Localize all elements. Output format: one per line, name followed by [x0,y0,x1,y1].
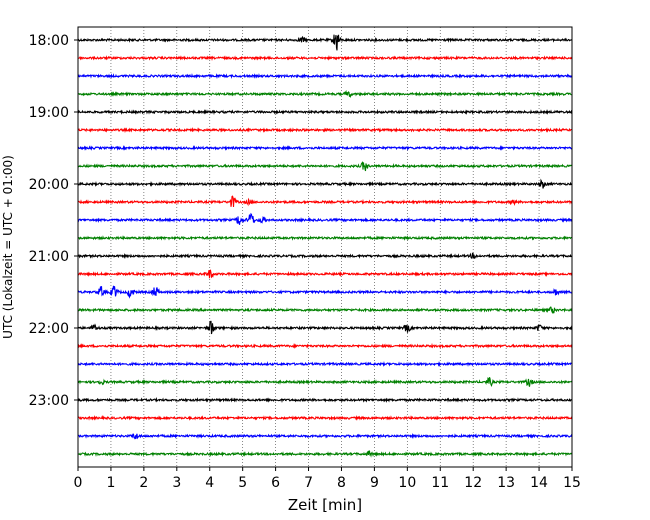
plot-background [78,27,572,467]
trace-row [77,73,573,80]
trace-lines [77,34,573,458]
x-tick-label: 8 [337,475,346,491]
trace-row [77,342,573,350]
trace-row [77,178,573,189]
trace-row [77,396,573,403]
x-tick-label: 0 [74,475,83,491]
trace-row [77,377,573,387]
trace-row [77,126,573,134]
trace-row [77,450,573,458]
plot-frame [77,26,573,468]
trace-row [77,55,573,61]
trace-row [77,269,573,279]
y-axis-label: UTC (Lokalzeit = UTC + 01:00) [1,155,15,339]
trace-row [77,414,573,421]
x-tick-label: 10 [398,475,416,491]
trace-row [77,108,573,116]
x-tick-label: 9 [370,475,379,491]
x-tick-label: 12 [464,475,482,491]
trace-row [77,320,573,335]
y-tick-label: 18:00 [29,33,69,49]
x-tick-label: 11 [431,475,449,491]
x-tick-label: 6 [271,475,280,491]
trace-row [77,34,573,51]
trace-row [77,360,573,368]
y-tick-label: 21:00 [29,249,69,265]
trace-row [77,161,573,172]
x-tick-label: 13 [497,475,515,491]
y-axis: 18:00 19:00 20:00 21:00 22:00 23:00 [29,33,78,409]
trace-row [77,285,573,299]
x-tick-label: 5 [238,475,247,491]
x-tick-label: 2 [139,475,148,491]
x-tick-label: 3 [172,475,181,491]
x-axis: 0 1 2 3 4 5 6 7 8 9 10 11 12 13 14 15 [74,467,581,491]
trace-row [77,89,573,99]
x-tick-label: 15 [563,475,581,491]
y-tick-label: 19:00 [29,105,69,121]
x-tick-label: 1 [106,475,115,491]
trace-row [77,306,573,314]
trace-row [77,144,573,152]
y-tick-label: 20:00 [29,177,69,193]
grid-lines [110,27,540,467]
x-tick-label: 4 [205,475,214,491]
y-tick-label: 23:00 [29,393,69,409]
y-tick-label: 22:00 [29,321,69,337]
trace-row [77,195,573,208]
trace-row [77,235,573,241]
trace-row [77,432,573,440]
trace-row [77,212,573,225]
trace-row [77,252,573,260]
x-tick-label: 7 [304,475,313,491]
x-axis-label: Zeit [min] [288,496,362,514]
x-tick-label: 14 [530,475,548,491]
